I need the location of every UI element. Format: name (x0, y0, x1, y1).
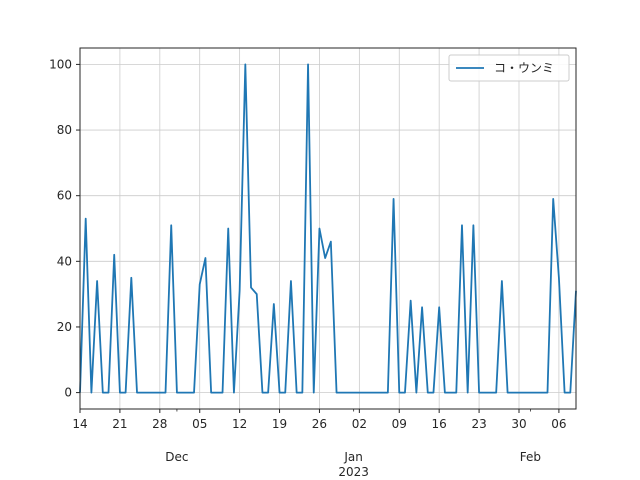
y-tick-label: 20 (57, 320, 72, 334)
x-tick-label: 28 (152, 417, 167, 431)
plot-frame (79, 47, 577, 410)
grid-layer (79, 48, 576, 409)
x-tick-label: 26 (312, 417, 327, 431)
x-tick-label: 06 (551, 417, 566, 431)
x-month-label: 2023 (338, 465, 369, 479)
y-tick-label: 80 (57, 123, 72, 137)
x-tick-label: 02 (352, 417, 367, 431)
series-line (79, 63, 577, 394)
x-tick-label: 05 (192, 417, 207, 431)
y-tick-label: 100 (49, 57, 72, 71)
legend-box (448, 54, 570, 82)
x-tick-label: 21 (112, 417, 127, 431)
x-tick-label: 19 (272, 417, 287, 431)
x-tick-label: 16 (432, 417, 447, 431)
x-tick-label: 14 (72, 417, 87, 431)
x-tick-label: 09 (392, 417, 407, 431)
legend-label: コ・ウンミ (494, 61, 554, 75)
x-tick-label: 30 (511, 417, 526, 431)
x-month-label: Feb (520, 450, 541, 464)
tick-layer: 0 20 40 60 80 100 14 21 28 05 12 19 26 02 09 16 23 30 06 De… (49, 57, 566, 479)
series-layer (79, 63, 577, 394)
x-tick-label: 23 (471, 417, 486, 431)
x-month-label: Dec (165, 450, 188, 464)
y-tick-label: 60 (57, 189, 72, 203)
x-month-label: Jan (343, 450, 363, 464)
y-tick-label: 40 (57, 254, 72, 268)
y-tick-label: 0 (64, 386, 72, 400)
x-tick-label: 12 (232, 417, 247, 431)
legend: コ・ウンミ (448, 54, 570, 82)
